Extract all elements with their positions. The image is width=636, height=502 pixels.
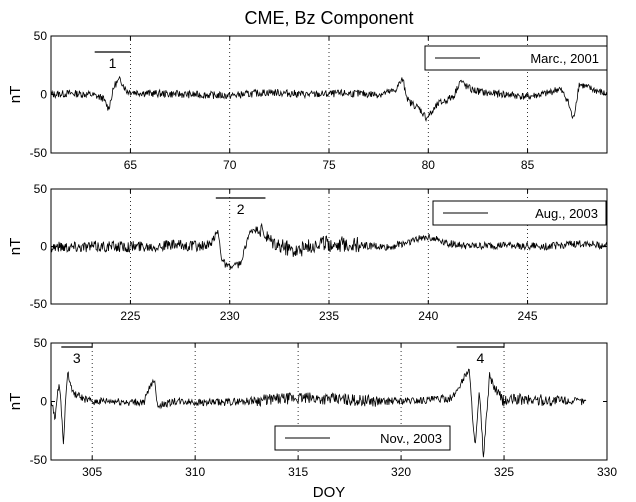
x-axis-label: DOY: [313, 484, 346, 501]
x-tick-label: 305: [82, 465, 102, 479]
event-marker-label: 1: [109, 55, 117, 71]
y-axis-label: nT: [7, 238, 24, 256]
y-axis-label: nT: [7, 393, 24, 411]
series-line: [50, 368, 587, 458]
x-tick-label: 70: [223, 158, 237, 172]
legend-label: Nov., 2003: [380, 431, 442, 446]
x-tick-label: 325: [494, 465, 514, 479]
x-tick-label: 225: [120, 309, 140, 323]
x-tick-label: 80: [422, 158, 436, 172]
y-tick-label: 50: [34, 29, 48, 43]
x-tick-label: 235: [319, 309, 339, 323]
x-tick-label: 315: [288, 465, 308, 479]
legend-label: Aug., 2003: [535, 206, 598, 221]
x-tick-label: 310: [185, 465, 205, 479]
legend-label: Marc., 2001: [530, 51, 599, 66]
y-tick-label: 0: [40, 395, 47, 409]
series-line: [50, 75, 608, 123]
y-tick-label: -50: [30, 146, 48, 160]
x-tick-label: 330: [597, 465, 617, 479]
x-tick-label: 245: [518, 309, 538, 323]
x-tick-label: 65: [124, 158, 138, 172]
y-tick-label: 50: [34, 182, 48, 196]
y-tick-label: 0: [40, 88, 47, 102]
event-marker-label: 4: [476, 350, 484, 366]
y-tick-label: -50: [30, 453, 48, 467]
x-tick-label: 240: [418, 309, 438, 323]
event-marker-label: 3: [73, 350, 81, 366]
y-tick-label: 50: [34, 336, 48, 350]
event-marker-label: 2: [237, 201, 245, 217]
chart-panel-1: 65 70 75 80 85 -50 0 50 nT 1 Marc., 2001: [7, 29, 608, 172]
y-axis-label: nT: [7, 86, 24, 104]
figure-title: CME, Bz Component: [244, 8, 413, 28]
chart-panel-2: 225 230 235 240 245 -50 0 50 nT 2 Aug., 2003: [7, 182, 608, 323]
y-tick-label: 0: [40, 240, 47, 254]
x-tick-label: 230: [220, 309, 240, 323]
chart-panel-3: 305 310 315 320 325 330 -50 0 50 nT 3 4 Nov., 2003: [7, 336, 617, 479]
y-tick-label: -50: [30, 297, 48, 311]
series-line: [50, 222, 608, 270]
x-tick-label: 75: [322, 158, 336, 172]
legend-box: [432, 200, 607, 226]
x-tick-label: 320: [391, 465, 411, 479]
x-tick-label: 85: [521, 158, 535, 172]
